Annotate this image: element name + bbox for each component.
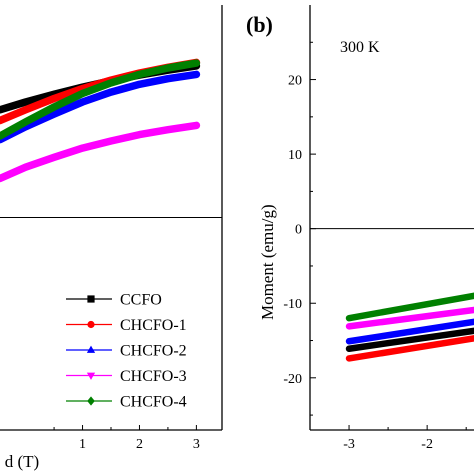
panel-b-series-group <box>345 292 474 362</box>
legend-marker-chcfo-1 <box>87 320 95 329</box>
panel-a-legend: CCFO CHCFO-1 CHCFO-2 CHCFO-3 CHCFO-4 <box>66 292 187 411</box>
legend-label-ccfo: CCFO <box>120 292 162 309</box>
panel-a-axes: 1 2 3 <box>0 5 223 452</box>
series-line-ccfo <box>345 327 474 352</box>
panel-b-axes: -20 -10 0 10 20 -3 -2 <box>283 5 474 452</box>
panel-a-series-group <box>0 58 201 183</box>
legend-marker-chcfo-2 <box>86 345 96 353</box>
legend-entry-ccfo: CCFO <box>66 292 162 309</box>
series-line-chcfo-3 <box>345 306 474 330</box>
panel-b-y-tick-label: -20 <box>283 372 302 387</box>
legend-label-chcfo-1: CHCFO-1 <box>120 317 187 334</box>
legend-label-chcfo-2: CHCFO-2 <box>120 343 187 360</box>
series-line-chcfo-4 <box>0 59 201 140</box>
panel-b-y-axis-label: Moment (emu/g) <box>258 204 277 320</box>
panel-b-magnetization-plot: -20 -10 0 10 20 -3 -2 (b) 300 K Moment (emu/g) <box>246 5 474 452</box>
panel-b-label: (b) <box>246 12 273 37</box>
panel-b-temperature-annotation: 300 K <box>340 39 380 56</box>
legend-label-chcfo-3: CHCFO-3 <box>120 368 187 385</box>
panel-a-x-tick-label: 2 <box>136 437 143 452</box>
panel-b-y-tick-label: 10 <box>288 148 302 163</box>
panel-a-magnetization-plot: 1 2 3 CCFO CHCFO-1 CHCFO-2 CHCFO-3 CHCFO-4 d (… <box>0 5 223 471</box>
legend-entry-chcfo-3: CHCFO-3 <box>66 368 187 385</box>
panel-a-x-tick-label: 3 <box>193 437 200 452</box>
panel-b-y-tick-label: -10 <box>283 297 302 312</box>
legend-label-chcfo-4: CHCFO-4 <box>120 394 187 411</box>
legend-entry-chcfo-1: CHCFO-1 <box>66 317 187 334</box>
panel-b-x-tick-label: -2 <box>421 437 433 452</box>
panel-b-x-tick-label: -3 <box>343 437 355 452</box>
series-line-chcfo-1 <box>345 335 474 362</box>
legend-marker-chcfo-3 <box>86 372 96 380</box>
panel-a-x-tick-label: 1 <box>79 437 86 452</box>
panel-b-y-tick-label: 20 <box>288 74 302 89</box>
series-line-chcfo-4 <box>345 292 474 322</box>
series-line-chcfo-3 <box>0 121 201 183</box>
legend-entry-chcfo-4: CHCFO-4 <box>66 394 187 411</box>
legend-entry-chcfo-2: CHCFO-2 <box>66 343 187 360</box>
series-line-chcfo-2 <box>345 318 474 345</box>
panel-a-x-axis-label: d (T) <box>5 452 39 471</box>
series-line-chcfo-2 <box>0 70 201 144</box>
panel-b-y-tick-label: 0 <box>295 223 302 238</box>
legend-marker-chcfo-4 <box>87 396 95 406</box>
legend-marker-ccfo <box>87 295 95 303</box>
